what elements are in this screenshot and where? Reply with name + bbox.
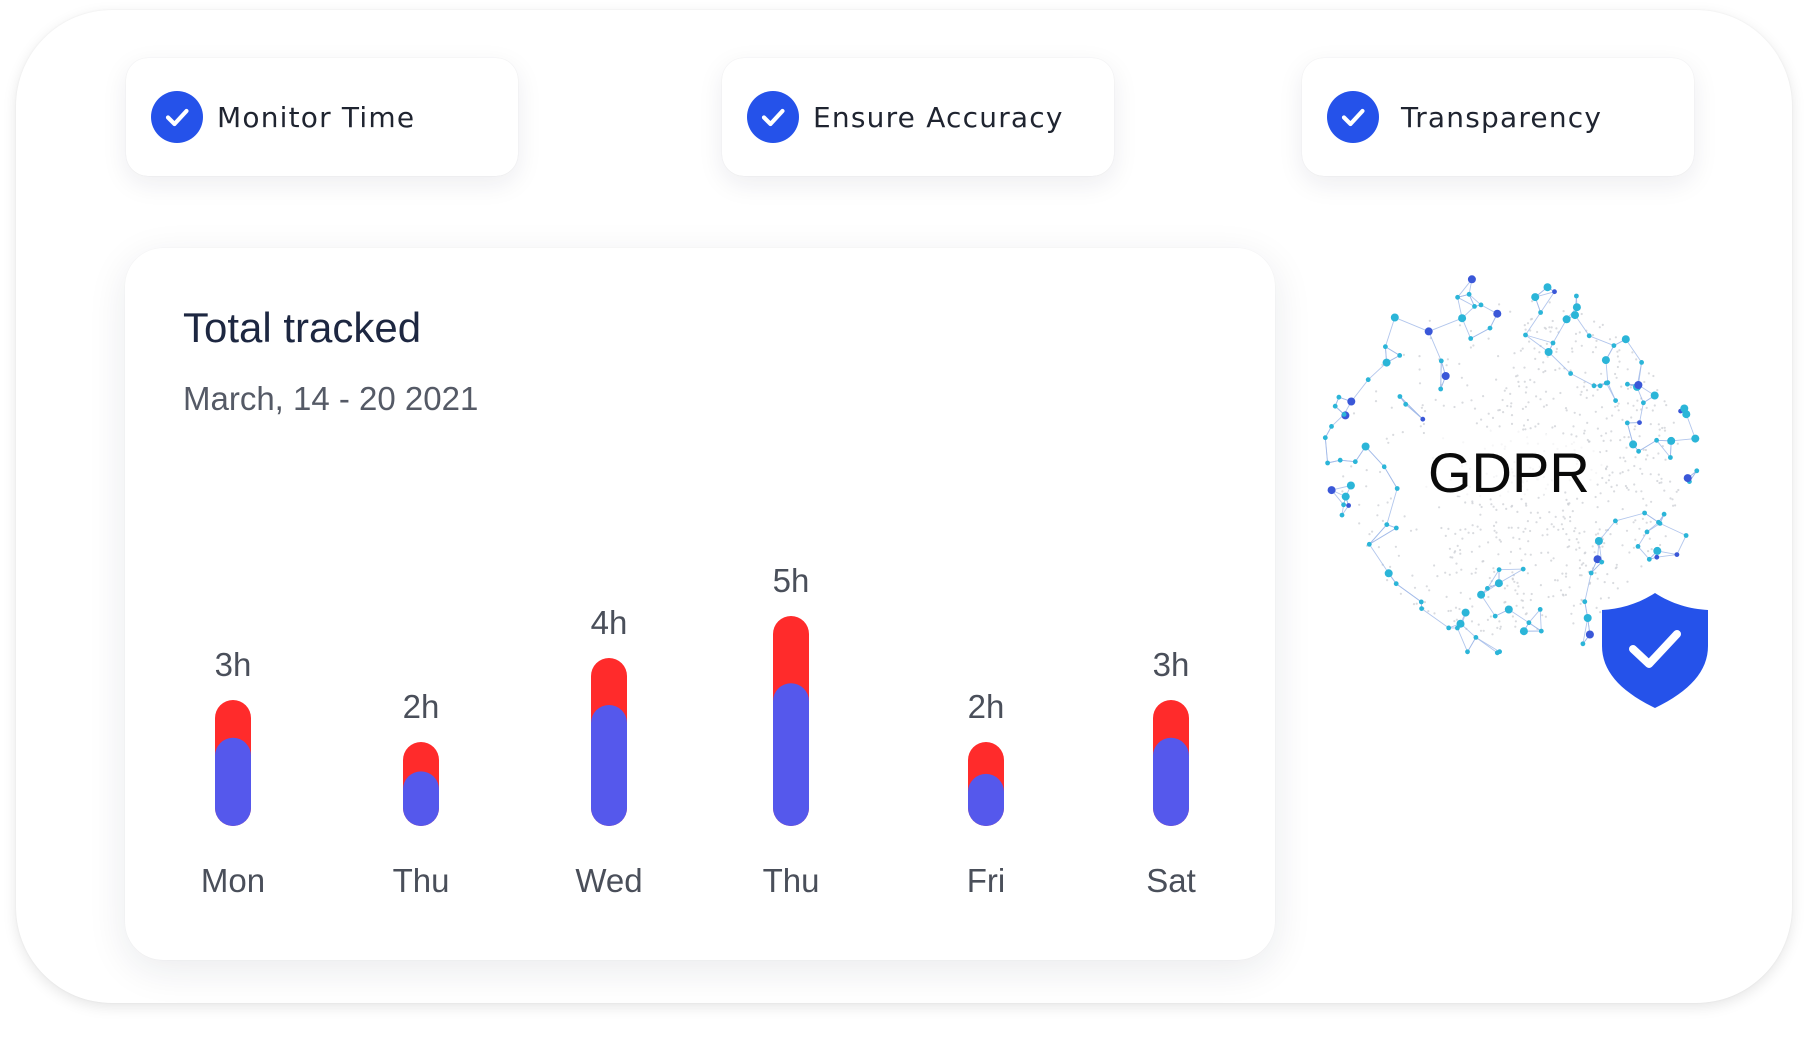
bar-segment-thu (773, 683, 809, 826)
x-tick-label: Thu (393, 862, 450, 899)
bar-segment-mon (215, 737, 251, 826)
gdpr-globe (1300, 268, 1720, 708)
gdpr-label: GDPR (1428, 441, 1590, 504)
chart-title: Total tracked (183, 304, 422, 351)
bar-value-label: 3h (215, 646, 252, 683)
bar-value-label: 2h (403, 688, 440, 725)
x-tick-label: Wed (575, 862, 642, 899)
feature-label: Monitor Time (217, 100, 416, 134)
check-circle-icon (151, 91, 203, 143)
globe-network-icon (1322, 275, 1708, 708)
bar-value-label: 5h (773, 562, 810, 599)
bar-segment-sat (1153, 737, 1189, 826)
bar-segment-wed (591, 705, 627, 826)
bar-segment-fri (968, 773, 1004, 826)
total-tracked-card: Total tracked March, 14 - 20 2021 3h Mon 2… (125, 248, 1275, 960)
bar-value-label: 4h (591, 604, 628, 641)
feature-monitor-time: Monitor Time (126, 58, 518, 176)
bar-chart: 3h Mon 2h Thu 4h Wed 5h Thu 2h Fri 3h Sat (201, 562, 1196, 899)
feature-transparency: Transparency (1302, 58, 1694, 176)
x-tick-label: Sat (1146, 862, 1196, 899)
feature-ensure-accuracy: Ensure Accuracy (722, 58, 1114, 176)
chart-date-range: March, 14 - 20 2021 (183, 380, 479, 417)
x-tick-label: Thu (763, 862, 820, 899)
bar-value-label: 3h (1153, 646, 1190, 683)
check-circle-icon (747, 91, 799, 143)
x-tick-label: Fri (967, 862, 1005, 899)
shield-check-icon (1602, 593, 1708, 708)
check-circle-icon (1327, 91, 1379, 143)
bar-segment-thu (403, 771, 439, 826)
bar-value-label: 2h (968, 688, 1005, 725)
feature-label: Ensure Accuracy (813, 100, 1064, 134)
x-tick-label: Mon (201, 862, 265, 899)
feature-label: Transparency (1401, 100, 1603, 134)
